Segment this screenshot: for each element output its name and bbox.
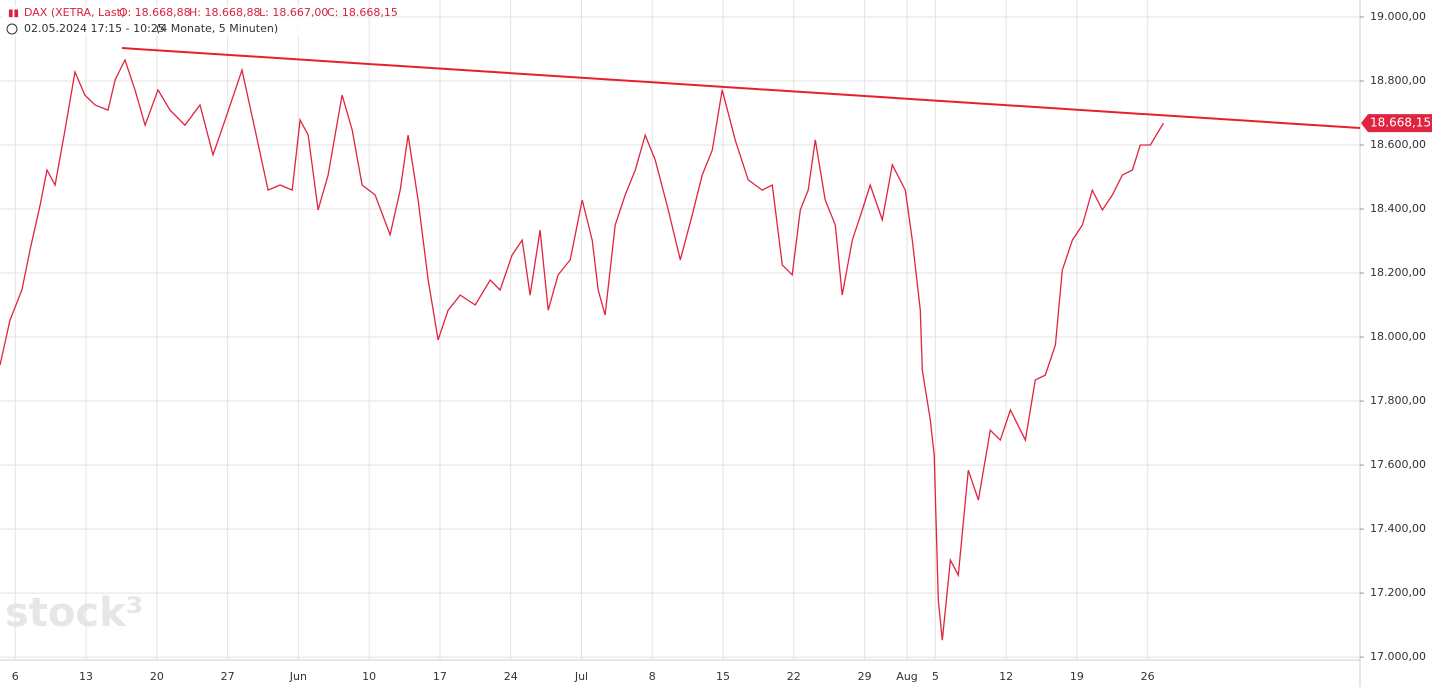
- y-tick-label: 17.400,00: [1370, 522, 1426, 535]
- x-tick-label: Jul: [574, 670, 588, 683]
- period: (4 Monate, 5 Minuten): [156, 22, 278, 35]
- open: O: 18.668,88: [119, 6, 191, 19]
- y-tick-label: 19.000,00: [1370, 10, 1426, 23]
- icon: ▮▮: [8, 8, 19, 19]
- price-tag-label: 18.668,15: [1370, 116, 1431, 130]
- x-tick-label: 10: [362, 670, 376, 683]
- y-tick-label: 18.400,00: [1370, 202, 1426, 215]
- x-tick-label: Aug: [896, 670, 917, 683]
- range: 02.05.2024 17:15 - 10:25: [24, 22, 165, 35]
- trendline: [121, 47, 1361, 130]
- watermark: stock³: [5, 590, 143, 636]
- symbol: DAX (XETRA, Last): [24, 6, 125, 19]
- y-tick-label: 18.000,00: [1370, 330, 1426, 343]
- x-tick-label: 13: [79, 670, 93, 683]
- x-tick-label: 8: [649, 670, 656, 683]
- x-tick-label: 12: [999, 670, 1013, 683]
- price-line: [0, 58, 1164, 641]
- close: C: 18.668,15: [327, 6, 398, 19]
- header-bg: [2, 6, 332, 36]
- y-tick-label: 18.600,00: [1370, 138, 1426, 151]
- plot: [0, 0, 1364, 660]
- x-tick-label: 22: [787, 670, 801, 683]
- y-tick-label: 18.800,00: [1370, 74, 1426, 87]
- x-tick-label: 24: [504, 670, 518, 683]
- price-tag: [1361, 114, 1432, 133]
- clock-icon: [6, 23, 18, 35]
- x-tick-label: 17: [433, 670, 447, 683]
- x-tick-label: 29: [858, 670, 872, 683]
- x-tick-label: 27: [221, 670, 235, 683]
- x-tick-label: 26: [1141, 670, 1155, 683]
- x-tick-label: 19: [1070, 670, 1084, 683]
- y-tick-label: 18.200,00: [1370, 266, 1426, 279]
- x-tick-label: 20: [150, 670, 164, 683]
- x-tick-label: 6: [12, 670, 19, 683]
- x-tick-label: Jun: [289, 670, 307, 683]
- x-tick-label: 5: [932, 670, 939, 683]
- y-tick-label: 17.600,00: [1370, 458, 1426, 471]
- y-tick-label: 17.200,00: [1370, 586, 1426, 599]
- y-tick-label: 17.000,00: [1370, 650, 1426, 663]
- x-tick-label: 15: [716, 670, 730, 683]
- y-tick-label: 17.800,00: [1370, 394, 1426, 407]
- low: L: 18.667,00: [259, 6, 328, 19]
- high: H: 18.668,88: [189, 6, 260, 19]
